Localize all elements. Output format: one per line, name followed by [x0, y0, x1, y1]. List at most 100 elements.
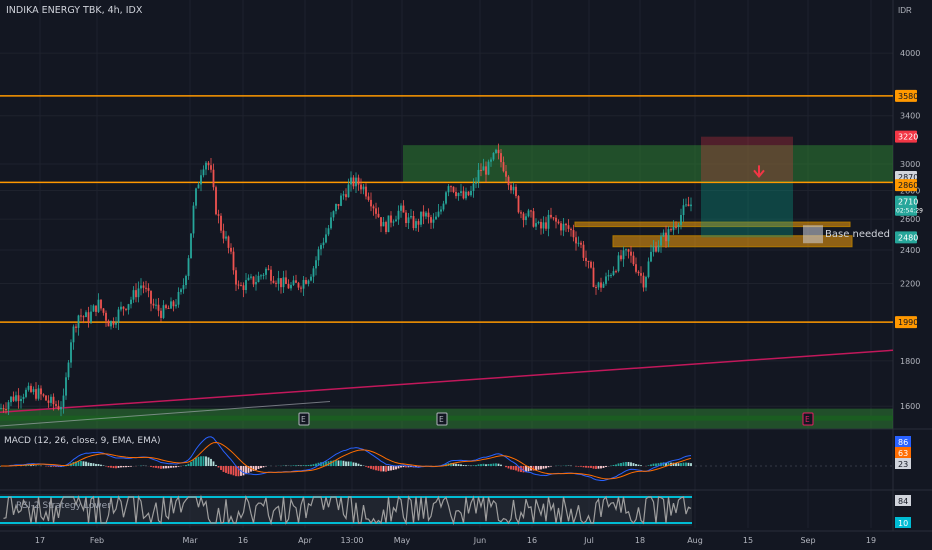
candle-body: [585, 257, 587, 261]
macd-histogram-bar: [465, 465, 467, 466]
macd-histogram-bar: [627, 462, 630, 466]
macd-histogram-bar: [337, 460, 340, 466]
macd-histogram-bar: [167, 466, 170, 469]
macd-histogram-bar: [462, 465, 465, 466]
macd-histogram-bar: [392, 466, 395, 470]
macd-histogram-bar: [577, 466, 580, 467]
candle-body: [267, 268, 270, 270]
macd-histogram-bar: [532, 466, 535, 471]
candle-body: [505, 171, 507, 177]
macd-histogram-bar: [500, 464, 502, 466]
green-supply-zone: [403, 145, 893, 183]
candle-body: [605, 276, 607, 284]
candle-body: [92, 305, 95, 312]
macd-histogram-bar: [407, 466, 410, 468]
candle-body: [295, 280, 297, 283]
candle-body: [325, 234, 327, 243]
macd-histogram-bar: [215, 464, 217, 466]
candle-body: [430, 217, 432, 223]
candle-body: [55, 404, 57, 406]
macd-histogram-bar: [305, 465, 307, 466]
candle-body: [617, 255, 620, 272]
candle-body: [105, 312, 107, 321]
macd-histogram-bar: [650, 464, 652, 466]
time-tick-label: 17: [35, 536, 45, 545]
candle-body: [632, 255, 635, 265]
price-label: 2710: [898, 198, 918, 207]
candle-body: [277, 278, 280, 284]
candle-body: [520, 212, 522, 214]
candle-body: [592, 267, 595, 288]
candle-body: [542, 222, 545, 229]
candle-body: [552, 217, 555, 219]
candle-body: [407, 217, 410, 224]
candle-body: [147, 288, 150, 291]
candle-body: [242, 285, 245, 291]
macd-histogram-bar: [522, 466, 525, 473]
candle-body: [457, 193, 460, 197]
candle-body: [340, 195, 342, 206]
candle-body: [647, 261, 650, 277]
macd-histogram-bar: [162, 466, 165, 469]
candle-body: [212, 169, 215, 188]
candle-body: [97, 299, 100, 312]
candle-body: [687, 204, 690, 207]
candle-body: [627, 249, 630, 252]
candle-body: [240, 285, 242, 287]
macd-histogram-bar: [177, 466, 180, 467]
macd-histogram-bar: [90, 462, 92, 466]
candle-body: [145, 287, 147, 289]
candle-body: [72, 326, 75, 343]
candle-body: [532, 211, 535, 227]
candle-body: [510, 185, 512, 191]
candle-body: [515, 186, 517, 197]
candle-body: [570, 228, 572, 231]
price-label: 1990: [898, 318, 918, 327]
macd-histogram-bar: [615, 464, 617, 466]
candle-body: [637, 271, 640, 274]
macd-histogram-bar: [77, 460, 80, 466]
candle-body: [597, 282, 600, 288]
macd-histogram-bar: [665, 462, 667, 466]
annotation-text: Base needed: [825, 229, 890, 240]
macd-histogram-bar: [375, 466, 377, 471]
macd-histogram-bar: [75, 461, 77, 466]
candle-body: [602, 283, 605, 288]
macd-histogram-bar: [525, 466, 527, 473]
candle-body: [675, 226, 677, 228]
candle-body: [50, 396, 52, 403]
candle-body: [17, 395, 20, 402]
candle-body: [90, 311, 92, 323]
rsi-value-box: [895, 495, 911, 506]
candle-body: [187, 258, 190, 276]
earnings-marker: [298, 412, 310, 426]
candle-body: [375, 208, 377, 214]
candle-body: [172, 301, 175, 307]
macd-histogram-bar: [200, 456, 202, 466]
macd-histogram-bar: [325, 461, 327, 466]
macd-histogram-bar: [485, 464, 487, 466]
candle-body: [210, 165, 212, 170]
candle-body: [77, 315, 80, 328]
candle-body: [380, 217, 382, 227]
macd-histogram-bar: [507, 466, 510, 469]
candle-body: [275, 282, 277, 284]
macd-histogram-bar: [72, 462, 75, 466]
macd-histogram-bar: [217, 466, 220, 468]
candle-body: [582, 244, 585, 258]
candle-body: [382, 222, 385, 227]
candle-body: [95, 305, 97, 312]
candle-body: [422, 211, 425, 217]
macd-histogram-bar: [515, 466, 517, 471]
macd-histogram-bar: [397, 466, 400, 469]
macd-histogram-bar: [235, 466, 237, 477]
macd-histogram-bar: [545, 466, 547, 469]
candle-body: [330, 217, 332, 229]
candle-body: [475, 182, 477, 184]
macd-histogram-bar: [535, 466, 537, 471]
candle-body: [522, 213, 525, 221]
candle-body: [37, 388, 40, 399]
candle-body: [142, 285, 145, 288]
